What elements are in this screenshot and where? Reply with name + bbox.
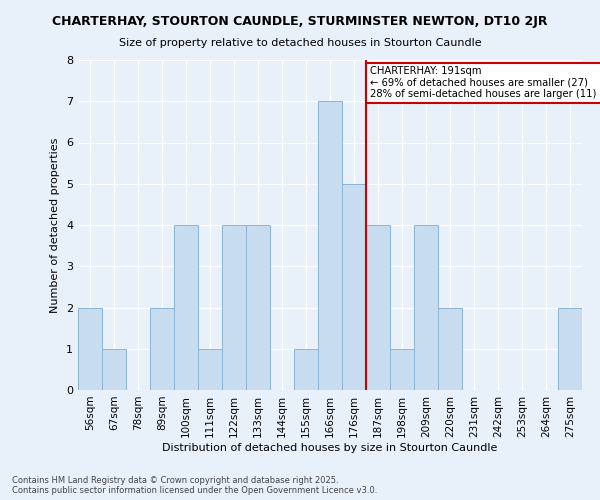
Text: CHARTERHAY: 191sqm
← 69% of detached houses are smaller (27)
28% of semi-detache: CHARTERHAY: 191sqm ← 69% of detached hou… — [370, 66, 600, 100]
Bar — [390, 349, 414, 390]
Bar — [294, 349, 318, 390]
Bar — [222, 225, 246, 390]
Bar — [102, 349, 126, 390]
Text: CHARTERHAY, STOURTON CAUNDLE, STURMINSTER NEWTON, DT10 2JR: CHARTERHAY, STOURTON CAUNDLE, STURMINSTE… — [52, 15, 548, 28]
X-axis label: Distribution of detached houses by size in Stourton Caundle: Distribution of detached houses by size … — [163, 442, 497, 452]
Bar — [174, 225, 198, 390]
Text: Contains HM Land Registry data © Crown copyright and database right 2025.
Contai: Contains HM Land Registry data © Crown c… — [12, 476, 377, 495]
Bar — [78, 308, 102, 390]
Bar — [150, 308, 174, 390]
Bar — [366, 225, 390, 390]
Bar — [246, 225, 270, 390]
Bar — [342, 184, 366, 390]
Bar — [318, 101, 342, 390]
Text: Size of property relative to detached houses in Stourton Caundle: Size of property relative to detached ho… — [119, 38, 481, 48]
Bar — [198, 349, 222, 390]
Bar — [558, 308, 582, 390]
Bar — [414, 225, 438, 390]
Bar — [438, 308, 462, 390]
Y-axis label: Number of detached properties: Number of detached properties — [50, 138, 61, 312]
